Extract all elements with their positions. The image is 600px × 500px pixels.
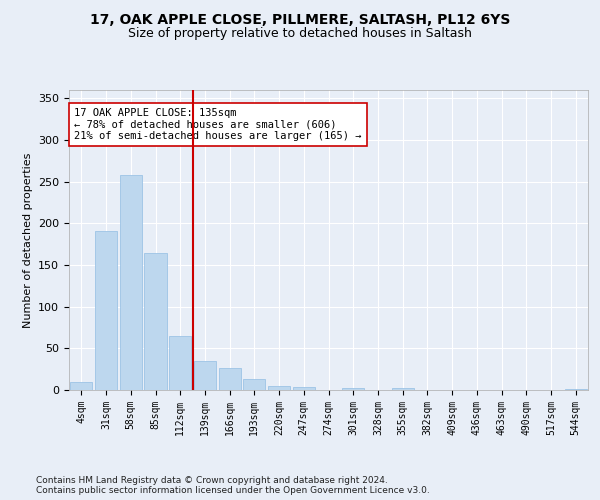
Y-axis label: Number of detached properties: Number of detached properties <box>23 152 32 328</box>
Bar <box>392 388 414 390</box>
Bar <box>565 389 587 390</box>
Bar <box>194 361 216 390</box>
Bar <box>95 231 117 390</box>
Bar <box>119 175 142 390</box>
Bar <box>243 379 265 390</box>
Text: 17 OAK APPLE CLOSE: 135sqm
← 78% of detached houses are smaller (606)
21% of sem: 17 OAK APPLE CLOSE: 135sqm ← 78% of deta… <box>74 108 362 141</box>
Bar <box>169 336 191 390</box>
Bar <box>342 388 364 390</box>
Bar <box>145 252 167 390</box>
Text: Size of property relative to detached houses in Saltash: Size of property relative to detached ho… <box>128 28 472 40</box>
Bar <box>293 386 315 390</box>
Text: 17, OAK APPLE CLOSE, PILLMERE, SALTASH, PL12 6YS: 17, OAK APPLE CLOSE, PILLMERE, SALTASH, … <box>90 12 510 26</box>
Bar <box>268 386 290 390</box>
Text: Contains HM Land Registry data © Crown copyright and database right 2024.
Contai: Contains HM Land Registry data © Crown c… <box>36 476 430 495</box>
Bar <box>218 368 241 390</box>
Bar <box>70 382 92 390</box>
